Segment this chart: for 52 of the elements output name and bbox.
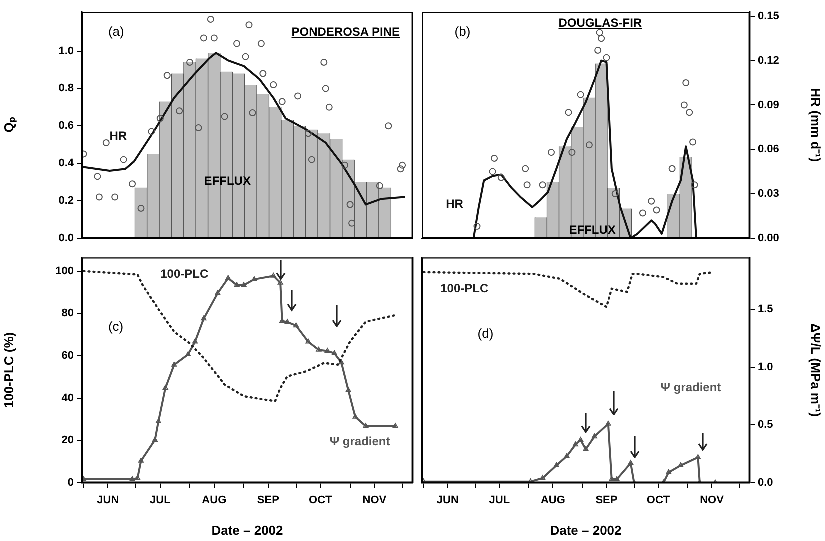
annotation: (b) bbox=[454, 24, 471, 39]
x-tick-label: JUL bbox=[150, 494, 172, 507]
series-label: 100-PLC bbox=[160, 266, 209, 281]
annotation: (a) bbox=[108, 24, 124, 39]
y-tick-label: 1.0 bbox=[58, 45, 74, 58]
x-tick-label: SEP bbox=[257, 494, 280, 507]
x-tick-label: JUL bbox=[489, 494, 510, 507]
y-axis-title: 100-PLC (%) bbox=[1, 332, 16, 408]
y2-axis-title: ΔΨ/L (MPa m⁻¹) bbox=[808, 323, 824, 418]
y-tick-label: 0.4 bbox=[58, 158, 75, 170]
x-tick-label: OCT bbox=[309, 494, 333, 507]
y-tick-label: 20 bbox=[62, 434, 74, 447]
annotation: (c) bbox=[108, 319, 124, 334]
y-tick-label: 0.0 bbox=[58, 232, 74, 244]
y-tick-label: 100 bbox=[56, 265, 74, 278]
x-tick-label: OCT bbox=[646, 494, 670, 507]
x-tick-label: JUN bbox=[436, 494, 459, 507]
series-label: 100-PLC bbox=[440, 281, 489, 296]
y-tick-label: 0.2 bbox=[58, 195, 74, 208]
y-tick-label: 40 bbox=[62, 392, 74, 404]
annotation: (d) bbox=[478, 326, 494, 341]
y2-tick-label: 0.00 bbox=[758, 232, 780, 244]
y2-tick-label: 0.0 bbox=[758, 477, 774, 490]
x-tick-label: JUN bbox=[97, 494, 120, 507]
y-tick-label: 60 bbox=[62, 350, 74, 362]
text: PONDEROSA PINE bbox=[292, 25, 400, 40]
y2-tick-label: 0.06 bbox=[758, 144, 780, 156]
x-tick-label: NOV bbox=[362, 494, 388, 507]
x-axis-title: Date – 2002 bbox=[550, 522, 622, 538]
y2-axis-title: HR (mm d⁻¹) bbox=[808, 88, 824, 162]
y2-tick-label: 0.12 bbox=[758, 54, 780, 67]
y2-tick-label: 0.03 bbox=[758, 188, 780, 200]
x-tick-label: AUG bbox=[540, 494, 566, 507]
y2-tick-label: 1.5 bbox=[758, 304, 774, 316]
y-tick-label: 0.8 bbox=[58, 82, 74, 95]
series-label: Ψ gradient bbox=[330, 434, 390, 449]
y-tick-label: 0 bbox=[68, 477, 74, 490]
y2-tick-label: 0.09 bbox=[758, 99, 780, 112]
chart-title: DOUGLAS-FIR bbox=[558, 16, 642, 30]
x-axis-title: Date – 2002 bbox=[212, 522, 284, 538]
text: Ψ gradient bbox=[660, 380, 722, 395]
y2-tick-label: 0.15 bbox=[758, 10, 780, 22]
series-label: HR bbox=[446, 196, 464, 211]
series-label: HR bbox=[110, 128, 128, 143]
y2-tick-label: 0.5 bbox=[758, 419, 774, 432]
x-tick-label: SEP bbox=[596, 494, 618, 507]
y-tick-label: 0.6 bbox=[58, 120, 74, 132]
y-axis-title: Qₚ bbox=[1, 118, 18, 133]
x-tick-label: AUG bbox=[202, 494, 227, 507]
y2-tick-label: 1.0 bbox=[758, 361, 774, 374]
x-tick-label: NOV bbox=[700, 494, 725, 507]
y-tick-label: 80 bbox=[62, 308, 74, 320]
